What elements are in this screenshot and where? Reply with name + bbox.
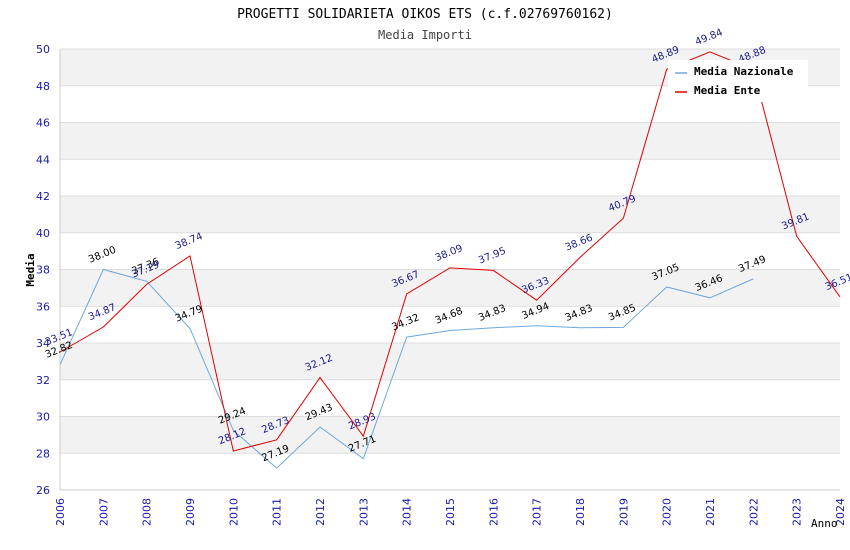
x-tick-label: 2017 <box>531 498 544 526</box>
y-tick-label: 32 <box>36 374 50 387</box>
x-tick-label: 2014 <box>401 498 414 526</box>
x-tick-label: 2019 <box>617 498 630 526</box>
y-tick-label: 38 <box>36 264 50 277</box>
data-label: 38.00 <box>87 245 118 266</box>
x-tick-label: 2009 <box>184 498 197 526</box>
y-tick-label: 36 <box>36 300 50 313</box>
y-tick-label: 28 <box>36 447 50 460</box>
x-tick-label: 2018 <box>574 498 587 526</box>
chart-subtitle: Media Importi <box>378 28 472 42</box>
data-label: 49.84 <box>694 27 725 48</box>
y-tick-label: 48 <box>36 80 50 93</box>
series-line-media-ente <box>59 51 841 452</box>
x-tick-label: 2013 <box>357 498 370 526</box>
grid-band <box>60 343 840 380</box>
grid-band <box>60 416 840 454</box>
chart-title: PROGETTI SOLIDARIETA OIKOS ETS (c.f.0276… <box>237 7 613 22</box>
x-tick-label: 2023 <box>791 498 804 526</box>
data-label: 38.09 <box>434 243 465 264</box>
grid-band <box>60 122 840 160</box>
x-tick-label: 2022 <box>747 498 760 526</box>
y-tick-label: 34 <box>36 337 50 350</box>
x-tick-label: 2011 <box>271 498 284 526</box>
legend-label-media-nazionale: Media Nazionale <box>694 65 794 78</box>
legend-label-media-ente: Media Ente <box>694 84 761 97</box>
x-tick-labels: 2006 2007 2008 2009 2010 2011 2012 2013 2014 2015… <box>54 498 847 526</box>
y-tick-label: 30 <box>36 411 50 424</box>
legend: Media Nazionale Media Ente <box>668 60 808 102</box>
x-tick-label: 2021 <box>704 498 717 526</box>
y-tick-label: 46 <box>36 117 50 130</box>
y-tick-label: 40 <box>36 227 50 240</box>
data-label: 38.66 <box>564 233 595 254</box>
x-tick-label: 2008 <box>141 498 154 526</box>
x-tick-label: 2024 <box>834 498 847 526</box>
y-tick-label: 44 <box>36 153 50 166</box>
data-label: 37.95 <box>477 246 508 267</box>
x-tick-label: 2007 <box>97 498 110 526</box>
data-label: 34.32 <box>390 312 421 333</box>
data-label: 34.79 <box>174 304 205 325</box>
data-label: 34.68 <box>434 306 465 327</box>
y-axis-label: Media <box>24 253 37 286</box>
x-tick-label: 2016 <box>487 498 500 526</box>
y-tick-label: 26 <box>36 484 50 497</box>
series-line-media-nazionale <box>59 268 754 469</box>
x-tick-label: 2020 <box>661 498 674 526</box>
x-tick-label: 2006 <box>54 498 67 526</box>
grid-band <box>60 269 840 307</box>
series-lines <box>59 51 841 469</box>
y-tick-label: 50 <box>36 43 50 56</box>
data-label: 38.74 <box>174 231 205 252</box>
grid-band <box>60 196 840 233</box>
x-tick-label: 2012 <box>314 498 327 526</box>
legend-box <box>668 60 808 102</box>
axes <box>59 49 840 491</box>
x-tick-label: 2015 <box>444 498 457 526</box>
y-tick-labels: 26 28 30 32 34 36 38 40 42 44 46 48 50 <box>36 43 50 497</box>
x-axis-label: Anno <box>811 517 838 530</box>
y-tick-label: 42 <box>36 190 50 203</box>
x-tick-label: 2010 <box>227 498 240 526</box>
